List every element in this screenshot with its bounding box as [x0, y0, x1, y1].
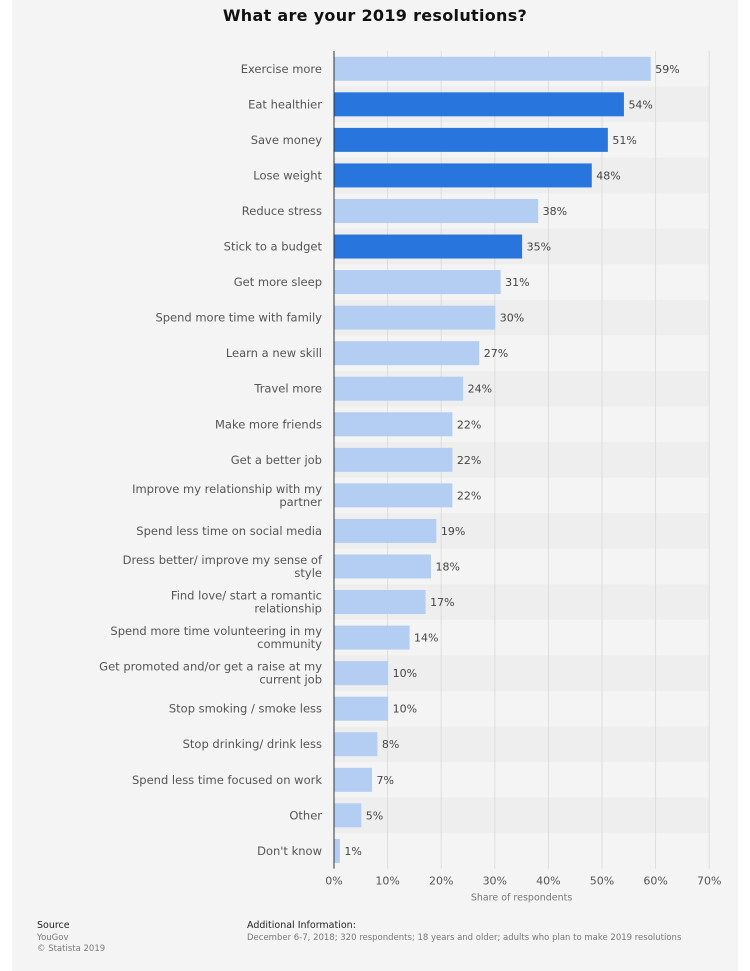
category-label: Improve my relationship with my: [132, 482, 322, 496]
row-band: [334, 797, 710, 834]
category-label: Dress better/ improve my sense of: [123, 553, 323, 567]
category-label: Exercise more: [241, 62, 322, 76]
bar: [334, 767, 373, 792]
value-label: 22%: [457, 489, 481, 502]
category-label: Make more friends: [215, 417, 322, 431]
value-label: 22%: [457, 454, 481, 467]
bar: [334, 341, 480, 366]
category-label: Save money: [251, 133, 322, 147]
category-label: Get more sleep: [234, 275, 322, 289]
x-axis-title: Share of respondents: [471, 893, 573, 904]
source-label: Source: [37, 920, 70, 931]
x-tick-label: 30%: [483, 875, 507, 888]
additional-info-label[interactable]: Additional Information:: [247, 920, 356, 931]
bar: [334, 234, 523, 259]
bar: [334, 625, 410, 650]
bar: [334, 803, 362, 828]
category-label: Eat healthier: [248, 97, 322, 111]
category-label: Stick to a budget: [224, 240, 323, 254]
bar: [334, 163, 592, 188]
category-label: Spend more time with family: [155, 311, 322, 325]
bar: [334, 270, 501, 295]
category-label: Don't know: [257, 844, 322, 858]
category-label: current job: [259, 673, 322, 687]
bar: [334, 447, 453, 472]
category-label: Spend less time focused on work: [132, 773, 322, 787]
bar: [334, 518, 437, 543]
value-label: 19%: [441, 525, 465, 538]
bar: [334, 554, 431, 579]
x-tick-label: 10%: [375, 875, 399, 888]
value-label: 24%: [468, 383, 492, 396]
bar: [334, 412, 453, 437]
bar: [334, 92, 624, 117]
value-label: 27%: [484, 347, 508, 360]
category-label: Spend more time volunteering in my: [110, 624, 322, 638]
category-label: Travel more: [253, 382, 322, 396]
x-tick-label: 40%: [536, 875, 560, 888]
bar: [334, 127, 608, 152]
category-label: style: [294, 566, 322, 580]
x-tick-label: 20%: [429, 875, 453, 888]
value-label: 18%: [435, 560, 459, 573]
category-label: Stop drinking/ drink less: [183, 737, 322, 751]
value-label: 17%: [430, 596, 454, 609]
x-tick-label: 50%: [590, 875, 614, 888]
value-label: 30%: [500, 312, 524, 325]
value-label: 5%: [366, 809, 383, 822]
row-band: [334, 655, 710, 691]
value-label: 31%: [505, 276, 529, 289]
value-label: 8%: [382, 738, 399, 751]
value-label: 10%: [393, 667, 417, 680]
row-band: [334, 726, 710, 762]
bar: [334, 483, 453, 508]
category-label: Get a better job: [231, 453, 322, 467]
x-tick-label: 0%: [325, 875, 342, 888]
bar: [334, 696, 389, 721]
category-label: Lose weight: [253, 168, 322, 182]
value-label: 10%: [393, 703, 417, 716]
category-label: Find love/ start a romantic: [171, 589, 322, 603]
category-label: relationship: [254, 602, 322, 616]
value-label: 54%: [628, 98, 652, 111]
category-label: partner: [279, 495, 322, 509]
value-label: 14%: [414, 632, 438, 645]
category-label: community: [257, 637, 322, 651]
category-label: Reduce stress: [242, 204, 322, 218]
additional-info-text: December 6-7, 2018; 320 respondents; 18 …: [247, 933, 682, 943]
category-label: Other: [289, 808, 322, 822]
category-label: Get promoted and/or get a raise at my: [99, 660, 322, 674]
bar: [334, 590, 426, 615]
bar: [334, 376, 464, 401]
value-label: 51%: [612, 134, 636, 147]
value-label: 35%: [527, 241, 551, 254]
x-tick-label: 70%: [697, 875, 721, 888]
category-label: Learn a new skill: [226, 346, 322, 360]
value-label: 1%: [344, 845, 361, 858]
bar-chart: 59% Exercise more 54% Eat healthier 51% Save …: [99, 51, 721, 904]
category-label: Spend less time on social media: [136, 524, 322, 538]
x-tick-label: 60%: [643, 875, 667, 888]
value-label: 7%: [377, 774, 394, 787]
bar: [334, 732, 378, 757]
value-label: 59%: [655, 63, 679, 76]
bar: [334, 661, 389, 686]
bar: [334, 56, 651, 81]
value-label: 38%: [543, 205, 567, 218]
source-line: YouGov: [37, 933, 69, 943]
category-label: Stop smoking / smoke less: [169, 702, 322, 716]
value-label: 48%: [596, 169, 620, 182]
chart-title: What are your 2019 resolutions?: [222, 6, 528, 25]
value-label: 22%: [457, 418, 481, 431]
copyright-line: © Statista 2019: [37, 944, 106, 954]
bar: [334, 198, 539, 223]
bar: [334, 838, 340, 863]
bar: [334, 305, 496, 330]
